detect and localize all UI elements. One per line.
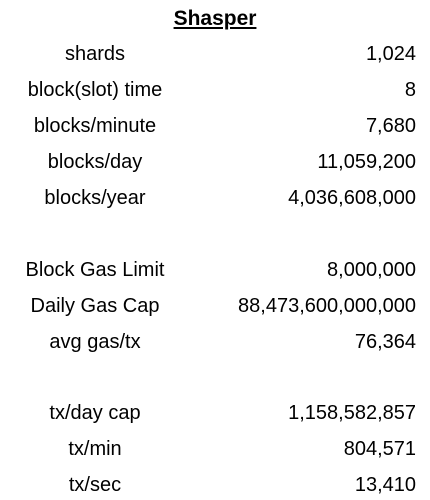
row-value: 8,000,000 bbox=[327, 259, 416, 281]
row-label: blocks/day bbox=[47, 151, 143, 173]
table-row-avg-gas-per-tx: avg gas/tx 76,364 bbox=[0, 327, 430, 357]
row-label: tx/day cap bbox=[49, 402, 141, 424]
row-label: Block Gas Limit bbox=[25, 259, 165, 281]
table-row-block-slot-time: block(slot) time 8 bbox=[0, 75, 430, 105]
row-value: 804,571 bbox=[343, 438, 416, 460]
table-row-tx-per-sec: tx/sec 13,410 bbox=[0, 470, 430, 500]
table-row-blocks-per-day: blocks/day 11,059,200 bbox=[0, 147, 430, 177]
row-label: blocks/year bbox=[44, 187, 146, 209]
row-label: tx/min bbox=[68, 438, 122, 460]
row-label: avg gas/tx bbox=[49, 331, 141, 353]
row-value: 88,473,600,000,000 bbox=[238, 295, 416, 317]
row-value: 1,024 bbox=[365, 43, 416, 65]
table-row-tx-per-min: tx/min 804,571 bbox=[0, 434, 430, 464]
row-value: 4,036,608,000 bbox=[288, 187, 416, 209]
table-row-blocks-per-year: blocks/year 4,036,608,000 bbox=[0, 183, 430, 213]
row-label: tx/sec bbox=[68, 474, 122, 496]
table-row-daily-gas-cap: Daily Gas Cap 88,473,600,000,000 bbox=[0, 291, 430, 321]
row-value: 13,410 bbox=[354, 474, 416, 496]
table-title: Shasper bbox=[173, 7, 257, 30]
row-value: 7,680 bbox=[365, 115, 416, 137]
row-value: 11,059,200 bbox=[317, 151, 416, 173]
table-row-block-gas-limit: Block Gas Limit 8,000,000 bbox=[0, 255, 430, 285]
table-row-blocks-per-minute: blocks/minute 7,680 bbox=[0, 111, 430, 141]
row-label: shards bbox=[64, 43, 126, 65]
row-label: blocks/minute bbox=[33, 115, 157, 137]
row-value: 8 bbox=[404, 79, 416, 101]
table-row-tx-per-day-cap: tx/day cap 1,158,582,857 bbox=[0, 398, 430, 428]
row-value: 1,158,582,857 bbox=[288, 402, 416, 424]
row-value: 76,364 bbox=[354, 331, 416, 353]
table-row-shards: shards 1,024 bbox=[0, 39, 430, 69]
row-label: Daily Gas Cap bbox=[30, 295, 160, 317]
row-label: block(slot) time bbox=[27, 79, 163, 101]
